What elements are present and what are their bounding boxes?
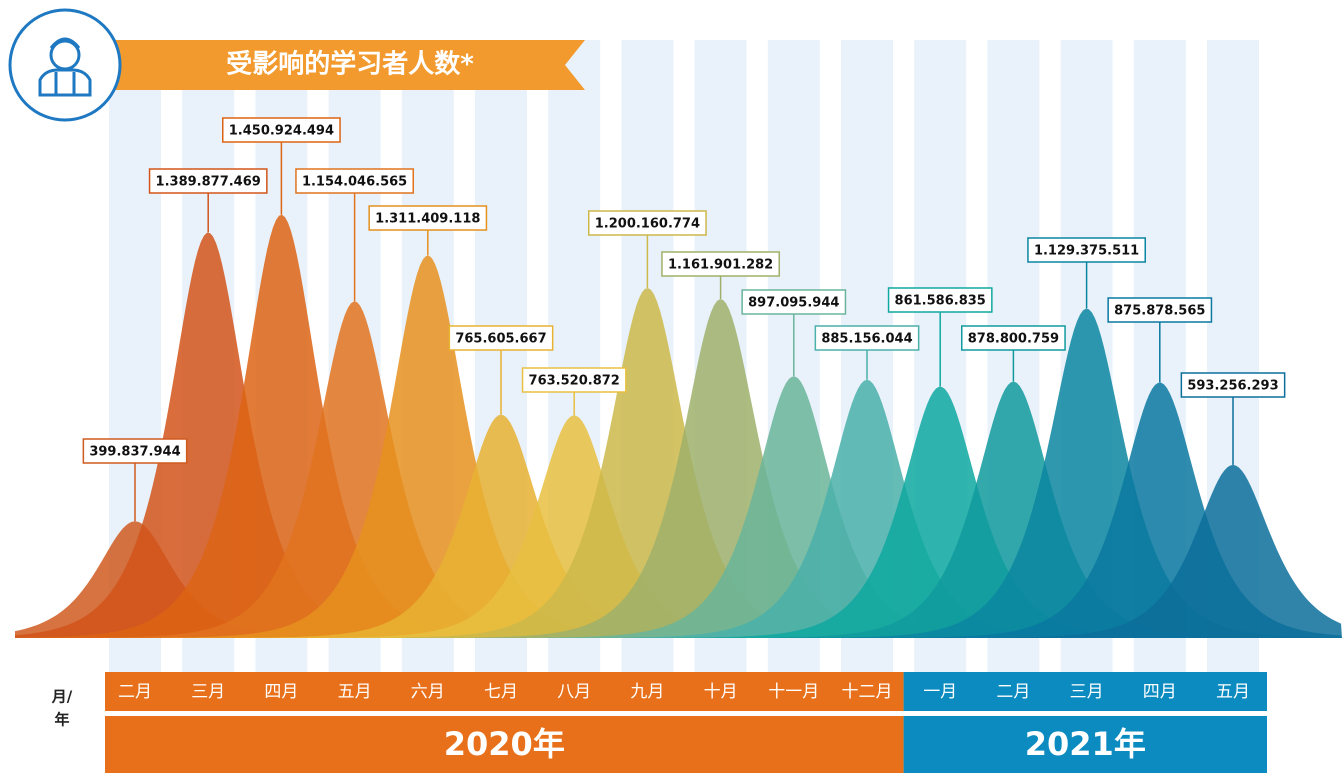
x-tick-label: 一月 bbox=[923, 682, 957, 702]
x-tick-label: 八月 bbox=[557, 682, 591, 702]
x-tick-label: 十一月 bbox=[768, 682, 819, 702]
value-label: 1.161.901.282 bbox=[668, 258, 773, 273]
x-tick-label: 六月 bbox=[411, 682, 445, 702]
x-tick-label: 五月 bbox=[338, 682, 372, 702]
x-axis-label: 年 bbox=[54, 711, 69, 729]
icon-circle bbox=[10, 10, 120, 120]
value-label: 897.095.944 bbox=[748, 296, 839, 311]
value-label: 1.200.160.774 bbox=[595, 217, 700, 232]
value-label: 1.389.877.469 bbox=[156, 175, 261, 190]
value-label: 1.129.375.511 bbox=[1034, 244, 1139, 259]
value-label: 1.450.924.494 bbox=[229, 124, 334, 139]
year-label: 2021年 bbox=[1025, 725, 1146, 763]
x-axis: 2020年 2021年 二月 三月 四月 五月 六月 七月 八月 九月 十月 十一月 十二月 一月 二月 三月… bbox=[105, 672, 1267, 773]
x-tick-label: 九月 bbox=[630, 682, 664, 702]
x-tick-label: 七月 bbox=[484, 682, 518, 702]
x-tick-label: 二月 bbox=[118, 682, 152, 702]
x-tick-label: 四月 bbox=[264, 682, 298, 702]
chart: 受影响的学习者人数* 399.837.944 1.389.877.469 1.450… bbox=[0, 0, 1342, 773]
value-label: 1.154.046.565 bbox=[302, 175, 407, 190]
x-tick-label: 三月 bbox=[1070, 682, 1104, 702]
x-tick-label: 五月 bbox=[1216, 682, 1250, 702]
x-tick-label: 三月 bbox=[191, 682, 225, 702]
value-label: 878.800.759 bbox=[968, 332, 1059, 347]
value-label: 593.256.293 bbox=[1187, 379, 1278, 394]
chart-title: 受影响的学习者人数* bbox=[226, 49, 474, 80]
x-axis-label: 月/ bbox=[51, 688, 73, 706]
value-label: 861.586.835 bbox=[895, 294, 986, 309]
value-label: 885.156.044 bbox=[821, 332, 912, 347]
value-label: 763.520.872 bbox=[529, 374, 620, 389]
value-label: 875.878.565 bbox=[1114, 304, 1205, 319]
x-tick-label: 二月 bbox=[996, 682, 1030, 702]
value-label: 1.311.409.118 bbox=[375, 212, 480, 227]
year-label: 2020年 bbox=[444, 725, 565, 763]
x-tick-label: 四月 bbox=[1143, 682, 1177, 702]
x-tick-label: 十二月 bbox=[842, 682, 893, 702]
value-label: 399.837.944 bbox=[89, 445, 180, 460]
value-label: 765.605.667 bbox=[455, 332, 546, 347]
x-tick-label: 十月 bbox=[704, 682, 738, 702]
